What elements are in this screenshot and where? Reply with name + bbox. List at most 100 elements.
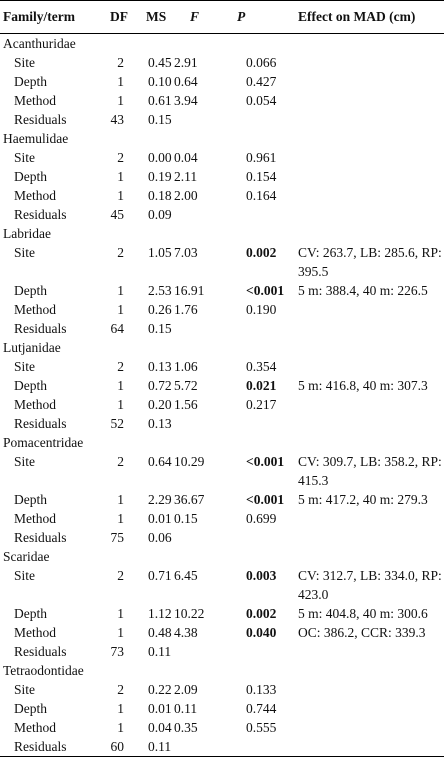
ms-cell: 1.12 — [148, 606, 172, 621]
p-cell: 0.133 — [246, 682, 277, 697]
column-header: P — [216, 0, 298, 34]
p-cell: 0.164 — [246, 188, 277, 203]
empty-cell — [110, 661, 124, 680]
family-name: Haemulidae — [3, 131, 69, 146]
df-cell: 1 — [117, 169, 124, 184]
empty-cell — [298, 129, 444, 148]
f-cell: 2.11 — [174, 169, 198, 184]
term-row: Method 1 0.04 0.35 0.555 — [0, 718, 444, 737]
p-cell: 0.961 — [246, 150, 277, 165]
effect-cell — [298, 53, 444, 72]
empty-cell — [298, 338, 444, 357]
df-cell: 75 — [110, 530, 125, 545]
effect-cell: 5 m: 416.8, 40 m: 307.3 — [298, 378, 428, 393]
family-row: Labridae — [0, 224, 444, 243]
empty-cell — [110, 129, 124, 148]
f-cell: 5.72 — [174, 378, 198, 393]
empty-cell — [174, 433, 216, 452]
f-cell: 36.67 — [174, 492, 205, 507]
term-label: Residuals — [14, 530, 67, 545]
p-cell: 0.699 — [246, 511, 277, 526]
f-cell — [174, 205, 216, 224]
df-cell: 2 — [117, 359, 124, 374]
term-row: Method 1 0.26 1.76 0.190 — [0, 300, 444, 319]
f-cell: 3.94 — [174, 93, 198, 108]
ms-cell: 0.11 — [148, 644, 172, 659]
df-cell: 73 — [110, 644, 125, 659]
ms-cell: 0.01 — [148, 701, 172, 716]
df-cell: 43 — [110, 112, 125, 127]
term-row: Residuals 64 0.15 — [0, 319, 444, 338]
effect-cell — [298, 72, 444, 91]
effect-cell: 5 m: 388.4, 40 m: 226.5 — [298, 283, 428, 298]
f-cell: 0.64 — [174, 74, 198, 89]
empty-cell — [174, 129, 216, 148]
f-cell: 1.76 — [174, 302, 198, 317]
effect-cell: CV: 309.7, LB: 358.2, RP: 415.3 — [298, 454, 442, 488]
term-label: Method — [14, 397, 56, 412]
f-cell: 0.35 — [174, 720, 198, 735]
term-label: Residuals — [14, 112, 67, 127]
term-row: Method 1 0.18 2.00 0.164 — [0, 186, 444, 205]
effect-cell — [298, 642, 444, 661]
term-label: Residuals — [0, 737, 110, 757]
ms-cell: 0.22 — [148, 682, 172, 697]
empty-cell — [124, 224, 174, 243]
ms-cell: 0.71 — [148, 568, 172, 583]
term-label: Residuals — [14, 416, 67, 431]
df-cell: 1 — [117, 701, 124, 716]
term-row: Residuals 75 0.06 — [0, 528, 444, 547]
term-label: Depth — [14, 701, 47, 716]
term-row: Depth 1 1.12 10.22 0.002 5 m: 404.8, 40 m: 30… — [0, 604, 444, 623]
term-row: Site 2 0.13 1.06 0.354 — [0, 357, 444, 376]
df-cell: 1 — [117, 492, 124, 507]
ms-cell: 0.15 — [148, 321, 172, 336]
term-label: Method — [14, 720, 56, 735]
effect-cell — [298, 110, 444, 129]
term-row: Site 2 0.00 0.04 0.961 — [0, 148, 444, 167]
term-row: Method 1 0.01 0.15 0.699 — [0, 509, 444, 528]
term-row: Depth 1 0.72 5.72 0.021 5 m: 416.8, 40 m: 307… — [0, 376, 444, 395]
effect-cell — [298, 357, 444, 376]
p-cell: <0.001 — [246, 283, 285, 298]
p-cell: 0.427 — [246, 74, 277, 89]
df-cell: 2 — [117, 454, 124, 469]
df-cell: 2 — [117, 682, 124, 697]
term-row: Site 2 0.22 2.09 0.133 — [0, 680, 444, 699]
term-row: Method 1 0.61 3.94 0.054 — [0, 91, 444, 110]
term-label: Residuals — [14, 207, 67, 222]
f-cell: 0.11 — [174, 701, 198, 716]
f-cell: 7.03 — [174, 245, 198, 260]
effect-cell — [298, 300, 444, 319]
ms-cell: 2.29 — [148, 492, 172, 507]
empty-cell — [124, 661, 174, 680]
empty-cell — [216, 547, 298, 566]
p-cell — [216, 110, 298, 129]
f-cell: 0.04 — [174, 150, 198, 165]
term-row: Depth 1 0.01 0.11 0.744 — [0, 699, 444, 718]
f-cell: 1.56 — [174, 397, 198, 412]
df-cell: 1 — [117, 93, 124, 108]
effect-cell — [298, 414, 444, 433]
term-label: Residuals — [14, 321, 67, 336]
f-cell: 0.15 — [174, 511, 198, 526]
term-row: Site 2 0.45 2.91 0.066 — [0, 53, 444, 72]
table-header: Family/term DF MS F P Effect on MAD (cm) — [0, 0, 444, 34]
empty-cell — [298, 547, 444, 566]
term-row: Site 2 0.71 6.45 0.003 CV: 312.7, LB: 334.0, … — [0, 566, 444, 604]
f-cell: 6.45 — [174, 568, 198, 583]
f-cell — [174, 414, 216, 433]
f-cell — [174, 319, 216, 338]
term-row: Residuals 60 0.11 — [0, 737, 444, 757]
effect-cell — [298, 699, 444, 718]
f-cell: 2.00 — [174, 188, 198, 203]
p-cell: 0.002 — [246, 606, 277, 621]
empty-cell — [174, 338, 216, 357]
ms-cell: 0.10 — [148, 74, 172, 89]
family-row: Acanthuridae — [0, 34, 444, 54]
empty-cell — [110, 224, 124, 243]
empty-cell — [110, 433, 124, 452]
ms-cell: 0.06 — [148, 530, 172, 545]
f-cell: 2.09 — [174, 682, 198, 697]
